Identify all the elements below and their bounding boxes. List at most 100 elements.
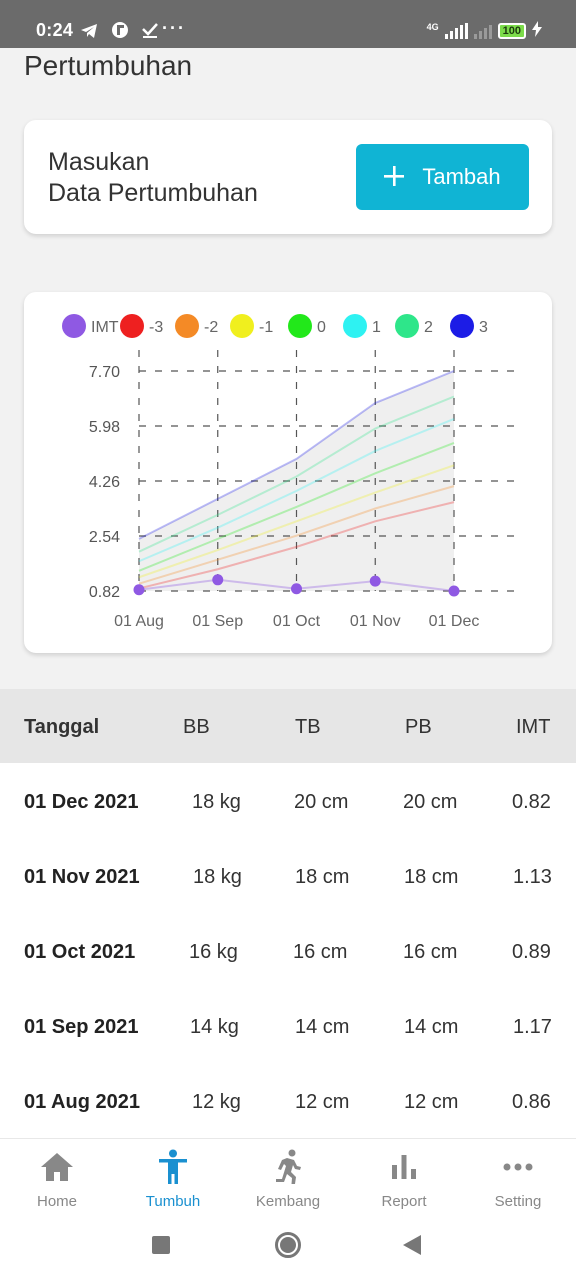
x-tick-label: 01 Oct <box>273 613 321 630</box>
nav-report-label: Report <box>381 1193 427 1210</box>
more-horizontal-icon <box>463 1149 573 1185</box>
series-line--2 <box>138 485 455 585</box>
person-icon <box>118 1149 228 1185</box>
y-tick-label: 7.70 <box>89 364 120 381</box>
cell-tb: 16 cm <box>293 941 348 963</box>
cell-bb: 12 kg <box>192 1091 241 1113</box>
x-tick-label: 01 Nov <box>350 613 401 630</box>
legend-label-1: 1 <box>372 319 381 336</box>
series-line-2 <box>138 395 455 553</box>
nav-setting[interactable]: Setting <box>463 1149 573 1210</box>
cell-pb: 20 cm <box>403 791 458 813</box>
legend-label--1: -1 <box>259 319 273 336</box>
charging-icon <box>532 21 542 40</box>
imt-point <box>212 574 224 586</box>
legend-swatch--2 <box>175 314 199 338</box>
cell-tb: 18 cm <box>295 866 350 888</box>
nav-home[interactable]: Home <box>2 1149 112 1210</box>
recents-button[interactable] <box>152 1236 170 1254</box>
legend-swatch-IMT <box>62 314 86 338</box>
status-overflow: ··· <box>162 18 186 38</box>
imt-point <box>369 575 381 587</box>
cell-pb: 14 cm <box>404 1016 459 1038</box>
header-pb: PB <box>405 716 432 738</box>
cell-date: 01 Oct 2021 <box>24 941 136 963</box>
series-line-3 <box>138 370 455 540</box>
cell-imt: 1.13 <box>513 866 552 888</box>
cell-imt: 0.89 <box>512 941 551 963</box>
series-line--3 <box>138 501 455 590</box>
bar-chart-icon <box>349 1149 459 1185</box>
bottom-nav: Home Tumbuh Kembang Report Setting <box>0 1138 576 1220</box>
growth-table: 01 Dec 2021 18 kg 20 cm 20 cm 0.82 01 No… <box>0 763 576 1138</box>
cell-date: 01 Sep 2021 <box>24 1016 139 1038</box>
status-right-icons: 4G 100 <box>427 21 542 40</box>
add-button-label: Tambah <box>422 164 501 189</box>
cell-tb: 20 cm <box>294 791 349 813</box>
series-line-0 <box>138 442 455 572</box>
y-tick-label: 4.26 <box>89 474 120 491</box>
network-type: 4G <box>426 21 439 32</box>
table-header: Tanggal BB TB PB IMT <box>0 689 576 763</box>
table-row[interactable]: 01 Nov 2021 18 kg 18 cm 18 cm 1.13 <box>0 838 576 913</box>
nav-kembang[interactable]: Kembang <box>233 1149 343 1210</box>
cell-tb: 12 cm <box>295 1091 350 1113</box>
legend-swatch-0 <box>288 314 312 338</box>
legend-swatch-2 <box>395 314 419 338</box>
table-row[interactable]: 01 Sep 2021 14 kg 14 cm 14 cm 1.17 <box>0 988 576 1063</box>
header-tanggal: Tanggal <box>24 716 100 738</box>
table-row[interactable]: 01 Oct 2021 16 kg 16 cm 16 cm 0.89 <box>0 913 576 988</box>
header-imt: IMT <box>516 716 551 738</box>
x-tick-label: 01 Dec <box>429 613 480 630</box>
cell-pb: 18 cm <box>404 866 459 888</box>
header-bb: BB <box>183 716 210 738</box>
cell-tb: 14 cm <box>295 1016 350 1038</box>
page-title: Pertumbuhan <box>24 50 193 81</box>
nav-report[interactable]: Report <box>349 1149 459 1210</box>
growth-chart-card: 7.70 5.98 4.26 2.54 0.82 01 Aug 01 Sep 01 Oct 01… <box>24 292 552 653</box>
legend-label-0: 0 <box>317 319 326 336</box>
legend-label--2: -2 <box>204 319 218 336</box>
legend-swatch--3 <box>120 314 144 338</box>
x-tick-label: 01 Sep <box>192 613 243 630</box>
signal-icon <box>444 22 468 39</box>
cell-imt: 0.82 <box>512 791 551 813</box>
add-card-line1: Masukan <box>48 148 150 176</box>
status-time: 0:24 <box>36 20 74 40</box>
header-tb: TB <box>295 716 321 738</box>
nav-tumbuh[interactable]: Tumbuh <box>118 1149 228 1210</box>
system-nav <box>0 1220 576 1280</box>
add-card-line2: Data Pertumbuhan <box>48 179 258 207</box>
legend-swatch-1 <box>343 314 367 338</box>
imt-point <box>133 584 145 596</box>
download-done-icon <box>141 23 159 43</box>
cell-bb: 18 kg <box>193 866 242 888</box>
cell-date: 01 Aug 2021 <box>24 1091 140 1113</box>
cell-date: 01 Nov 2021 <box>24 866 140 888</box>
table-row[interactable]: 01 Aug 2021 12 kg 12 cm 12 cm 0.86 <box>0 1063 576 1138</box>
cell-pb: 16 cm <box>403 941 458 963</box>
legend-label--3: -3 <box>149 319 163 336</box>
telegram-icon <box>80 24 103 43</box>
add-growth-card: Masukan Data Pertumbuhan Tambah <box>24 120 552 234</box>
y-tick-label: 2.54 <box>89 529 120 546</box>
imt-point <box>448 585 460 597</box>
add-button[interactable]: Tambah <box>356 144 529 210</box>
y-tick-label: 5.98 <box>89 419 120 436</box>
legend-swatch--1 <box>230 314 254 338</box>
table-row[interactable]: 01 Dec 2021 18 kg 20 cm 20 cm 0.82 <box>0 763 576 838</box>
nav-tumbuh-label: Tumbuh <box>145 1193 201 1210</box>
legend-label-2: 2 <box>424 319 433 336</box>
nav-home-label: Home <box>36 1193 77 1210</box>
status-bar: 0:24 ··· 4G 100 <box>0 0 576 48</box>
nav-setting-label: Setting <box>494 1193 542 1210</box>
back-button[interactable] <box>403 1235 421 1260</box>
cell-pb: 12 cm <box>404 1091 459 1113</box>
home-button[interactable] <box>275 1232 301 1258</box>
cell-bb: 18 kg <box>192 791 241 813</box>
y-tick-label: 0.82 <box>89 584 120 601</box>
app-icon <box>111 22 134 43</box>
nav-kembang-label: Kembang <box>255 1193 321 1210</box>
cell-date: 01 Dec 2021 <box>24 791 139 813</box>
